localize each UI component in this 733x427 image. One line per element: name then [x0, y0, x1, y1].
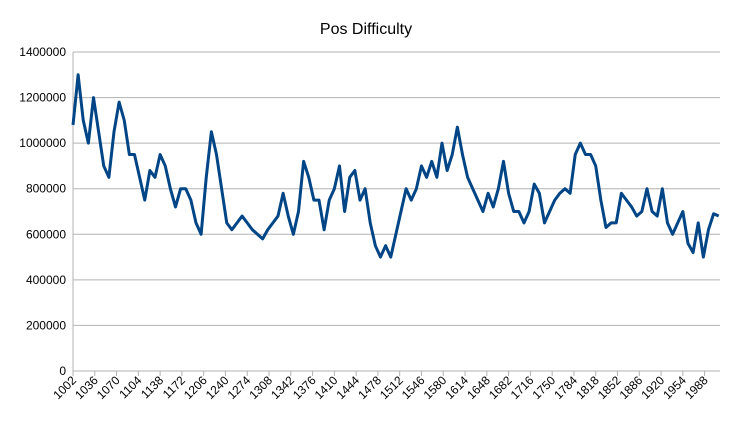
x-tick-label: 1954 — [660, 373, 689, 402]
x-tick-label: 1580 — [421, 373, 450, 402]
x-tick-label: 1206 — [181, 373, 210, 402]
x-tick-label: 1274 — [225, 373, 254, 402]
x-tick-label: 1070 — [94, 373, 123, 402]
x-tick-label: 1240 — [203, 373, 232, 402]
chart-title: Pos Difficulty — [320, 21, 412, 38]
x-tick-label: 1342 — [268, 373, 297, 402]
x-tick-label: 1546 — [399, 373, 428, 402]
x-tick-label: 1648 — [464, 373, 493, 402]
x-tick-label: 1376 — [290, 373, 319, 402]
y-tick-label: 1000000 — [19, 136, 66, 150]
x-tick-label: 1444 — [333, 373, 362, 402]
x-tick-label: 1478 — [355, 373, 384, 402]
x-tick-label: 1920 — [638, 373, 667, 402]
data-line — [71, 73, 720, 259]
x-tick-label: 1750 — [530, 373, 559, 402]
y-tick-label: 0 — [59, 364, 66, 378]
x-tick-label: 1682 — [486, 373, 515, 402]
x-tick-label: 1172 — [160, 373, 188, 401]
x-tick-label: 1036 — [72, 373, 101, 402]
y-tick-label: 1200000 — [19, 91, 66, 105]
x-tick-label: 1002 — [50, 373, 79, 402]
y-tick-label: 200000 — [26, 318, 66, 332]
x-tick-label: 1410 — [312, 373, 341, 402]
y-tick-label: 600000 — [26, 227, 66, 241]
x-tick-label: 1138 — [138, 373, 166, 401]
x-tick-label: 1308 — [246, 373, 275, 402]
x-tick-label: 1104 — [116, 373, 144, 401]
y-tick-label: 1400000 — [19, 45, 66, 59]
x-tick-label: 1886 — [617, 373, 646, 402]
x-tick-label: 1818 — [573, 373, 602, 402]
x-tick-label: 1716 — [508, 373, 537, 402]
x-tick-label: 1614 — [442, 373, 471, 402]
x-tick-label: 1988 — [682, 373, 711, 402]
x-tick-label: 1784 — [551, 373, 580, 402]
y-tick-label: 400000 — [26, 273, 66, 287]
x-tick-label: 1852 — [595, 373, 624, 402]
y-tick-label: 800000 — [26, 182, 66, 196]
x-tick-label: 1512 — [377, 373, 406, 402]
